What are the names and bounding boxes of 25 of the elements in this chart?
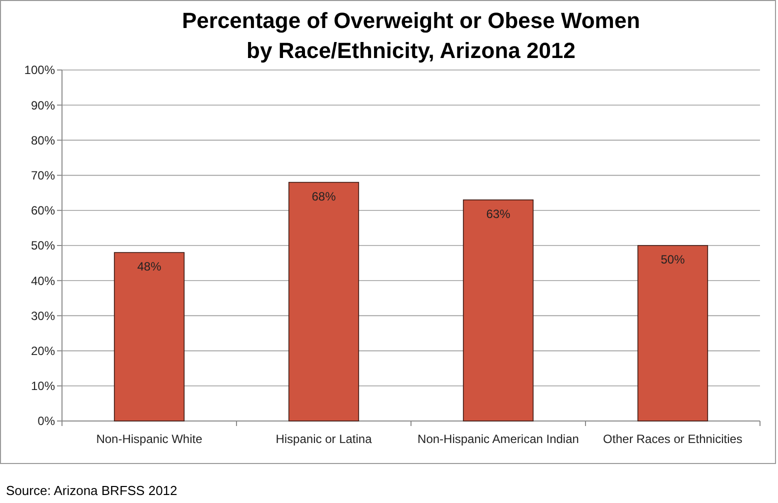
x-tick-label: Hispanic or Latina — [276, 432, 372, 446]
source-note: Source: Arizona BRFSS 2012 — [6, 483, 178, 498]
bar — [114, 252, 185, 422]
y-tick-label: 90% — [30, 98, 56, 112]
bar — [637, 245, 708, 422]
bar — [462, 199, 534, 422]
y-tick-label: 70% — [30, 168, 56, 182]
data-label: 63% — [486, 206, 511, 221]
data-label: 48% — [137, 260, 162, 274]
y-tick-label: 40% — [30, 274, 56, 288]
y-tick-label: 20% — [30, 344, 56, 358]
y-tick-label: 50% — [30, 238, 56, 253]
data-label: 50% — [660, 252, 686, 266]
y-tick-label: 0% — [38, 414, 56, 428]
y-tick-label: 60% — [30, 204, 56, 218]
x-tick-label: Non-Hispanic American Indian — [418, 432, 579, 446]
y-tick-label: 80% — [30, 133, 56, 148]
y-tick-label: 30% — [30, 308, 56, 323]
chart-title: Percentage of Overweight or Obese Women by Race/Ethnicity, Arizona 2012 — [182, 8, 640, 63]
x-tick-label: Other Races or Ethnicities — [603, 432, 742, 446]
data-label: 68% — [312, 189, 336, 204]
x-tick-label: Non-Hispanic White — [96, 432, 203, 446]
y-tick-label: 100% — [24, 63, 56, 78]
y-tick-label: 10% — [30, 379, 56, 394]
bar — [288, 182, 360, 422]
